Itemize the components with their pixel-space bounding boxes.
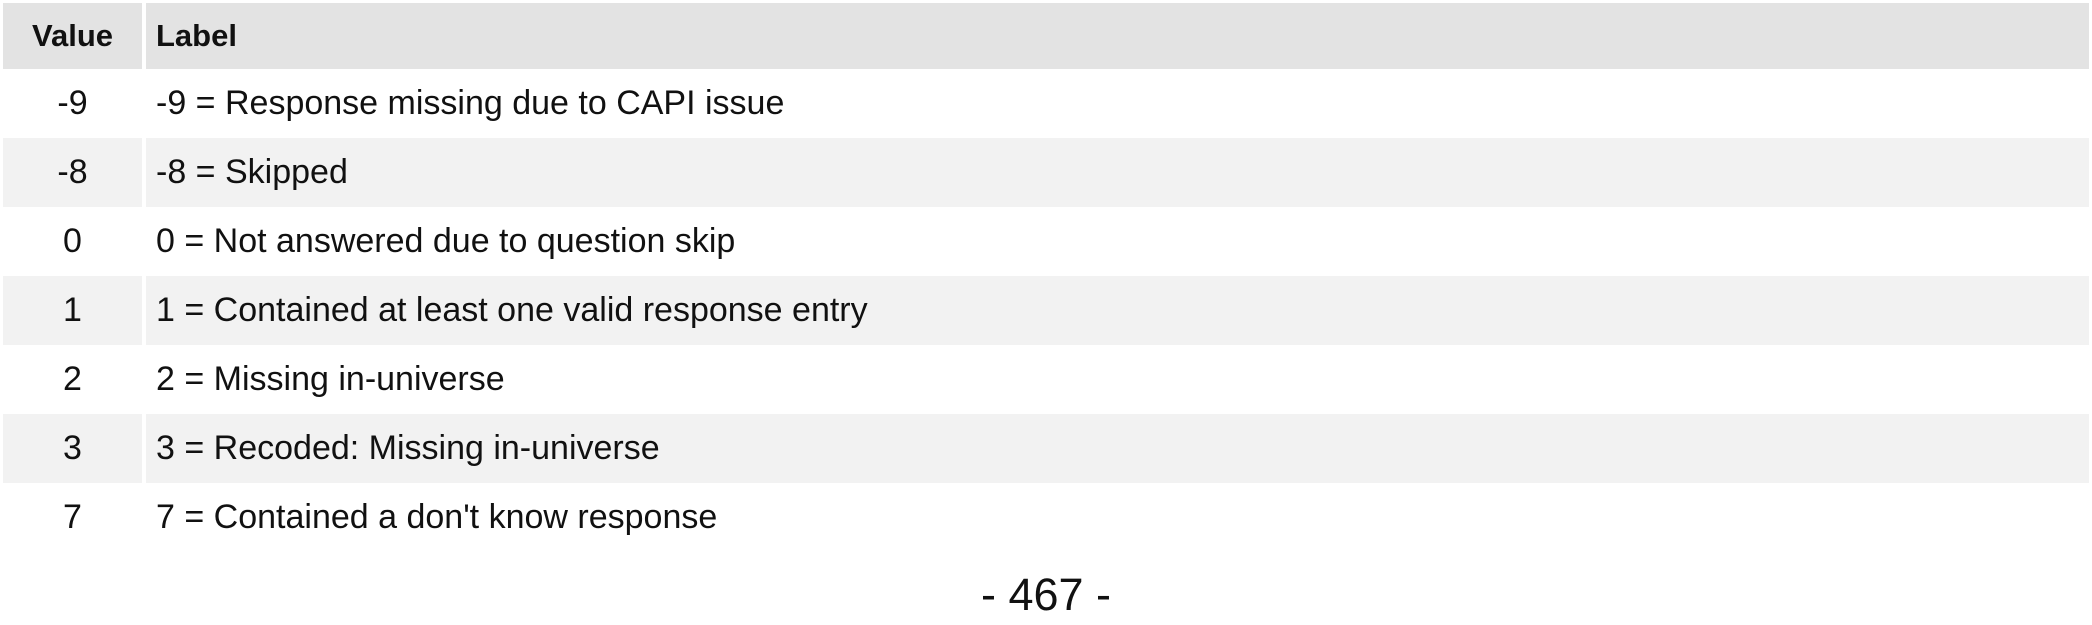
label-cell: 0 = Not answered due to question skip	[156, 222, 736, 260]
value-cell: 3	[3, 414, 146, 483]
page-number: - 467 -	[980, 569, 1112, 620]
label-cell: -9 = Response missing due to CAPI issue	[156, 84, 785, 122]
table-header-row: Value Label	[3, 3, 2089, 69]
label-cell: 7 = Contained a don't know response	[156, 498, 718, 536]
value-cell: -8	[3, 138, 146, 207]
label-column-header: Label	[146, 3, 2089, 69]
label-cell: 1 = Contained at least one valid respons…	[146, 276, 2089, 345]
table-row: 0 0 = Not answered due to question skip	[3, 207, 2089, 276]
table-row: -9 -9 = Response missing due to CAPI iss…	[3, 69, 2089, 138]
table-row: 3 3 = Recoded: Missing in-universe	[3, 414, 2089, 483]
table-row: -8 -8 = Skipped	[3, 138, 2089, 207]
table-row: 2 2 = Missing in-universe	[3, 345, 2089, 414]
value-cell: -9	[3, 69, 146, 138]
value-cell: 2	[3, 345, 146, 414]
label-cell: 2 = Missing in-universe	[156, 360, 505, 398]
value-cell: 7	[3, 483, 146, 552]
label-cell: -8 = Skipped	[146, 138, 2089, 207]
value-column-header: Value	[3, 3, 146, 69]
value-label-table: Value Label -9 -9 = Response missing due…	[3, 3, 2089, 552]
table-row: 1 1 = Contained at least one valid respo…	[3, 276, 2089, 345]
label-cell: 3 = Recoded: Missing in-universe	[146, 414, 2089, 483]
value-cell: 1	[3, 276, 146, 345]
value-cell: 0	[3, 207, 146, 276]
table-row: 7 7 = Contained a don't know response	[3, 483, 2089, 552]
